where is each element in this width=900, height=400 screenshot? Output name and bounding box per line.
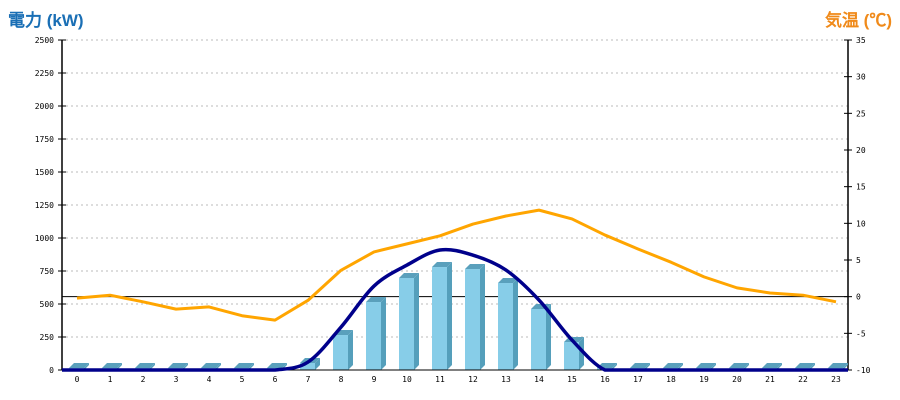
bar-top <box>696 363 716 368</box>
left-tick-label: 1750 <box>35 135 54 144</box>
right-tick-label: 25 <box>856 109 866 118</box>
x-tick-label: 19 <box>699 375 709 384</box>
left-tick-label: 0 <box>49 366 54 375</box>
bar-top <box>762 363 782 368</box>
left-tick-label: 1500 <box>35 168 54 177</box>
right-tick-label: 0 <box>856 293 861 302</box>
x-tick-label: 12 <box>468 375 478 384</box>
x-tick-label: 2 <box>141 375 146 384</box>
left-tick-label: 1250 <box>35 201 54 210</box>
x-tick-label: 8 <box>339 375 344 384</box>
bar-top <box>201 363 221 368</box>
left-tick-label: 750 <box>40 267 55 276</box>
left-tick-label: 1000 <box>35 234 54 243</box>
bar <box>564 342 579 370</box>
bar-top <box>729 363 749 368</box>
x-tick-label: 6 <box>273 375 278 384</box>
bar-side <box>381 297 386 370</box>
bar-top <box>630 363 650 368</box>
right-tick-label: 35 <box>856 36 866 45</box>
x-tick-label: 7 <box>306 375 311 384</box>
bar-side <box>546 304 551 370</box>
x-tick-label: 9 <box>372 375 377 384</box>
left-tick-label: 250 <box>40 333 55 342</box>
right-tick-label: 20 <box>856 146 866 155</box>
bar-top <box>135 363 155 368</box>
bar <box>465 269 480 370</box>
x-tick-label: 14 <box>534 375 544 384</box>
bar <box>366 302 381 370</box>
bar <box>333 335 348 370</box>
bar-top <box>828 363 848 368</box>
right-tick-label: -10 <box>856 366 871 375</box>
right-tick-label: 15 <box>856 183 866 192</box>
bar-top <box>399 272 419 278</box>
bar-top <box>267 363 287 368</box>
x-tick-label: 4 <box>207 375 212 384</box>
right-axis-title: 気温 (℃) <box>824 11 892 30</box>
bar <box>300 363 315 370</box>
left-tick-label: 2500 <box>35 36 54 45</box>
x-tick-label: 21 <box>765 375 775 384</box>
x-tick-label: 0 <box>75 375 80 384</box>
x-tick-label: 13 <box>501 375 511 384</box>
bar-top <box>234 363 254 368</box>
right-tick-label: -5 <box>856 329 866 338</box>
x-tick-label: 22 <box>798 375 808 384</box>
bar-top <box>432 262 452 268</box>
bar <box>498 283 513 370</box>
right-tick-label: 30 <box>856 73 866 82</box>
bar-top <box>168 363 188 368</box>
bar-side <box>447 262 452 370</box>
x-tick-label: 17 <box>633 375 643 384</box>
bar-top <box>465 264 485 270</box>
left-axis-title: 電力 (kW) <box>8 11 84 30</box>
x-tick-label: 18 <box>666 375 676 384</box>
bar-side <box>513 278 518 370</box>
bar-top <box>366 297 386 303</box>
bar-top <box>102 363 122 368</box>
bar-side <box>315 358 320 370</box>
left-tick-label: 500 <box>40 300 55 309</box>
bar-side <box>414 272 419 370</box>
x-tick-label: 5 <box>240 375 245 384</box>
bar-top <box>498 278 518 284</box>
bar-top <box>663 363 683 368</box>
x-tick-label: 16 <box>600 375 610 384</box>
x-tick-label: 15 <box>567 375 577 384</box>
power-curve-line <box>61 247 848 372</box>
x-tick-label: 3 <box>174 375 179 384</box>
bar-side <box>348 330 353 370</box>
x-tick-label: 11 <box>435 375 445 384</box>
x-tick-label: 1 <box>108 375 113 384</box>
temperature-line <box>76 208 837 322</box>
bar <box>399 277 414 370</box>
bar-side <box>579 337 584 370</box>
left-tick-label: 2250 <box>35 69 54 78</box>
x-tick-label: 20 <box>732 375 742 384</box>
x-tick-label: 10 <box>402 375 412 384</box>
bar <box>531 309 546 370</box>
bar-top <box>69 363 89 368</box>
bar-top <box>795 363 815 368</box>
bar <box>432 267 447 370</box>
right-tick-label: 5 <box>856 256 861 265</box>
right-tick-label: 10 <box>856 219 866 228</box>
x-tick-label: 23 <box>831 375 841 384</box>
left-tick-label: 2000 <box>35 102 54 111</box>
bar-side <box>480 264 485 370</box>
